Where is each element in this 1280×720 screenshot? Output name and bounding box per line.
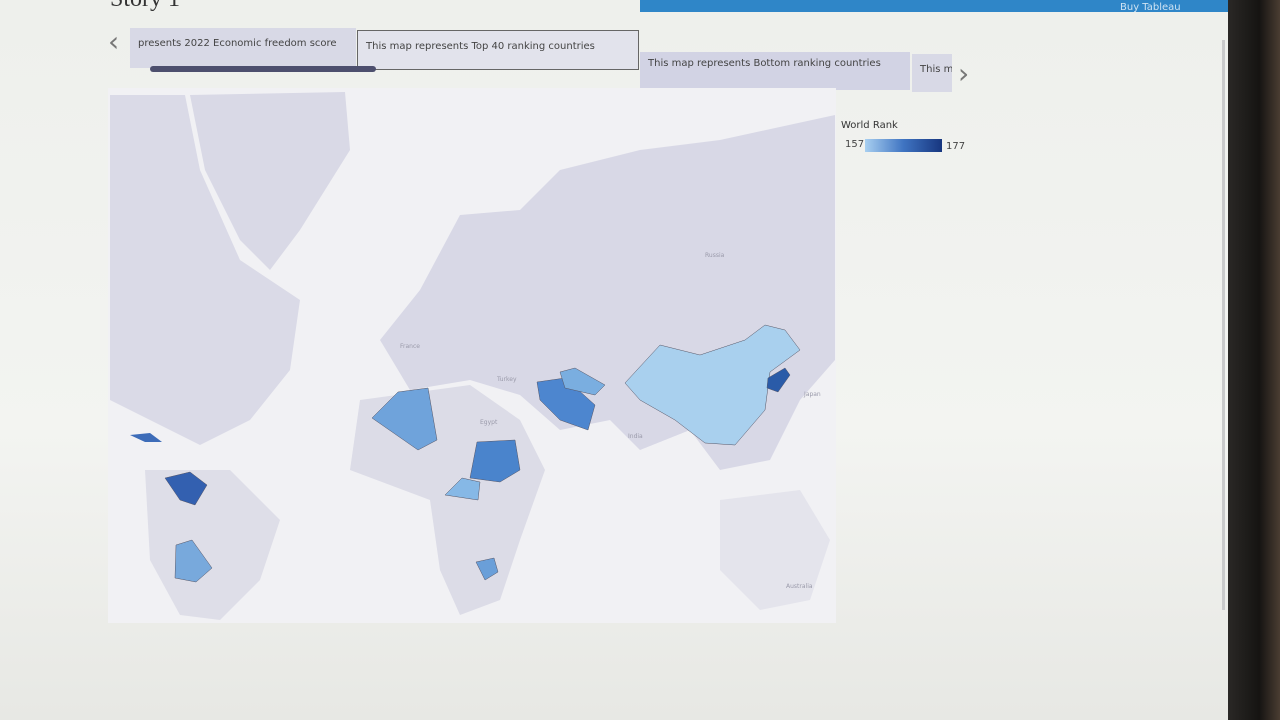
greenland: [190, 92, 350, 270]
screen: Buy Tableau Story 1 ‹ presents 2022 Econ…: [0, 0, 1228, 720]
country-shape[interactable]: [624, 324, 801, 446]
legend-title: World Rank: [841, 120, 898, 131]
prev-arrow[interactable]: ‹: [108, 25, 120, 58]
country-shape[interactable]: [469, 439, 521, 483]
map-label: France: [400, 343, 420, 350]
progress-bar: [150, 66, 376, 72]
country-shape[interactable]: [164, 471, 208, 506]
monitor-bezel: [1228, 0, 1280, 720]
south-america: [145, 470, 280, 620]
country-shape[interactable]: [371, 387, 438, 451]
next-arrow[interactable]: ›: [958, 57, 970, 90]
buy-link[interactable]: Buy Tableau: [1120, 2, 1181, 13]
legend-max: 177: [946, 141, 966, 152]
map: Russia France Turkey Egypt India Japan A…: [108, 88, 836, 623]
country-shape[interactable]: [475, 557, 499, 581]
story-point[interactable]: This map represents Bottom ranking count…: [640, 52, 910, 90]
map-label: Turkey: [496, 376, 517, 383]
map-label: Egypt: [480, 419, 498, 426]
story-point[interactable]: presents 2022 Economic freedom score: [130, 28, 356, 68]
country-shape[interactable]: [174, 539, 213, 583]
legend-gradient: [865, 139, 942, 152]
map-label: Australia: [786, 583, 813, 590]
map-label: India: [628, 433, 643, 440]
map-label: Russia: [705, 252, 725, 259]
north-america: [110, 95, 300, 445]
top-bar: [640, 0, 1228, 12]
country-shape[interactable]: [444, 477, 481, 501]
story-point[interactable]: This m: [912, 54, 952, 92]
country-shape[interactable]: [766, 367, 791, 393]
story-title: Story 1: [110, 0, 180, 13]
legend-min: 157: [845, 139, 865, 150]
country-shape[interactable]: [130, 433, 162, 442]
map-label: Japan: [803, 391, 821, 398]
story-point[interactable]: This map represents Top 40 ranking count…: [357, 30, 639, 70]
scrollbar[interactable]: [1222, 40, 1225, 610]
oceania: [720, 490, 830, 610]
country-shape[interactable]: [559, 367, 606, 396]
